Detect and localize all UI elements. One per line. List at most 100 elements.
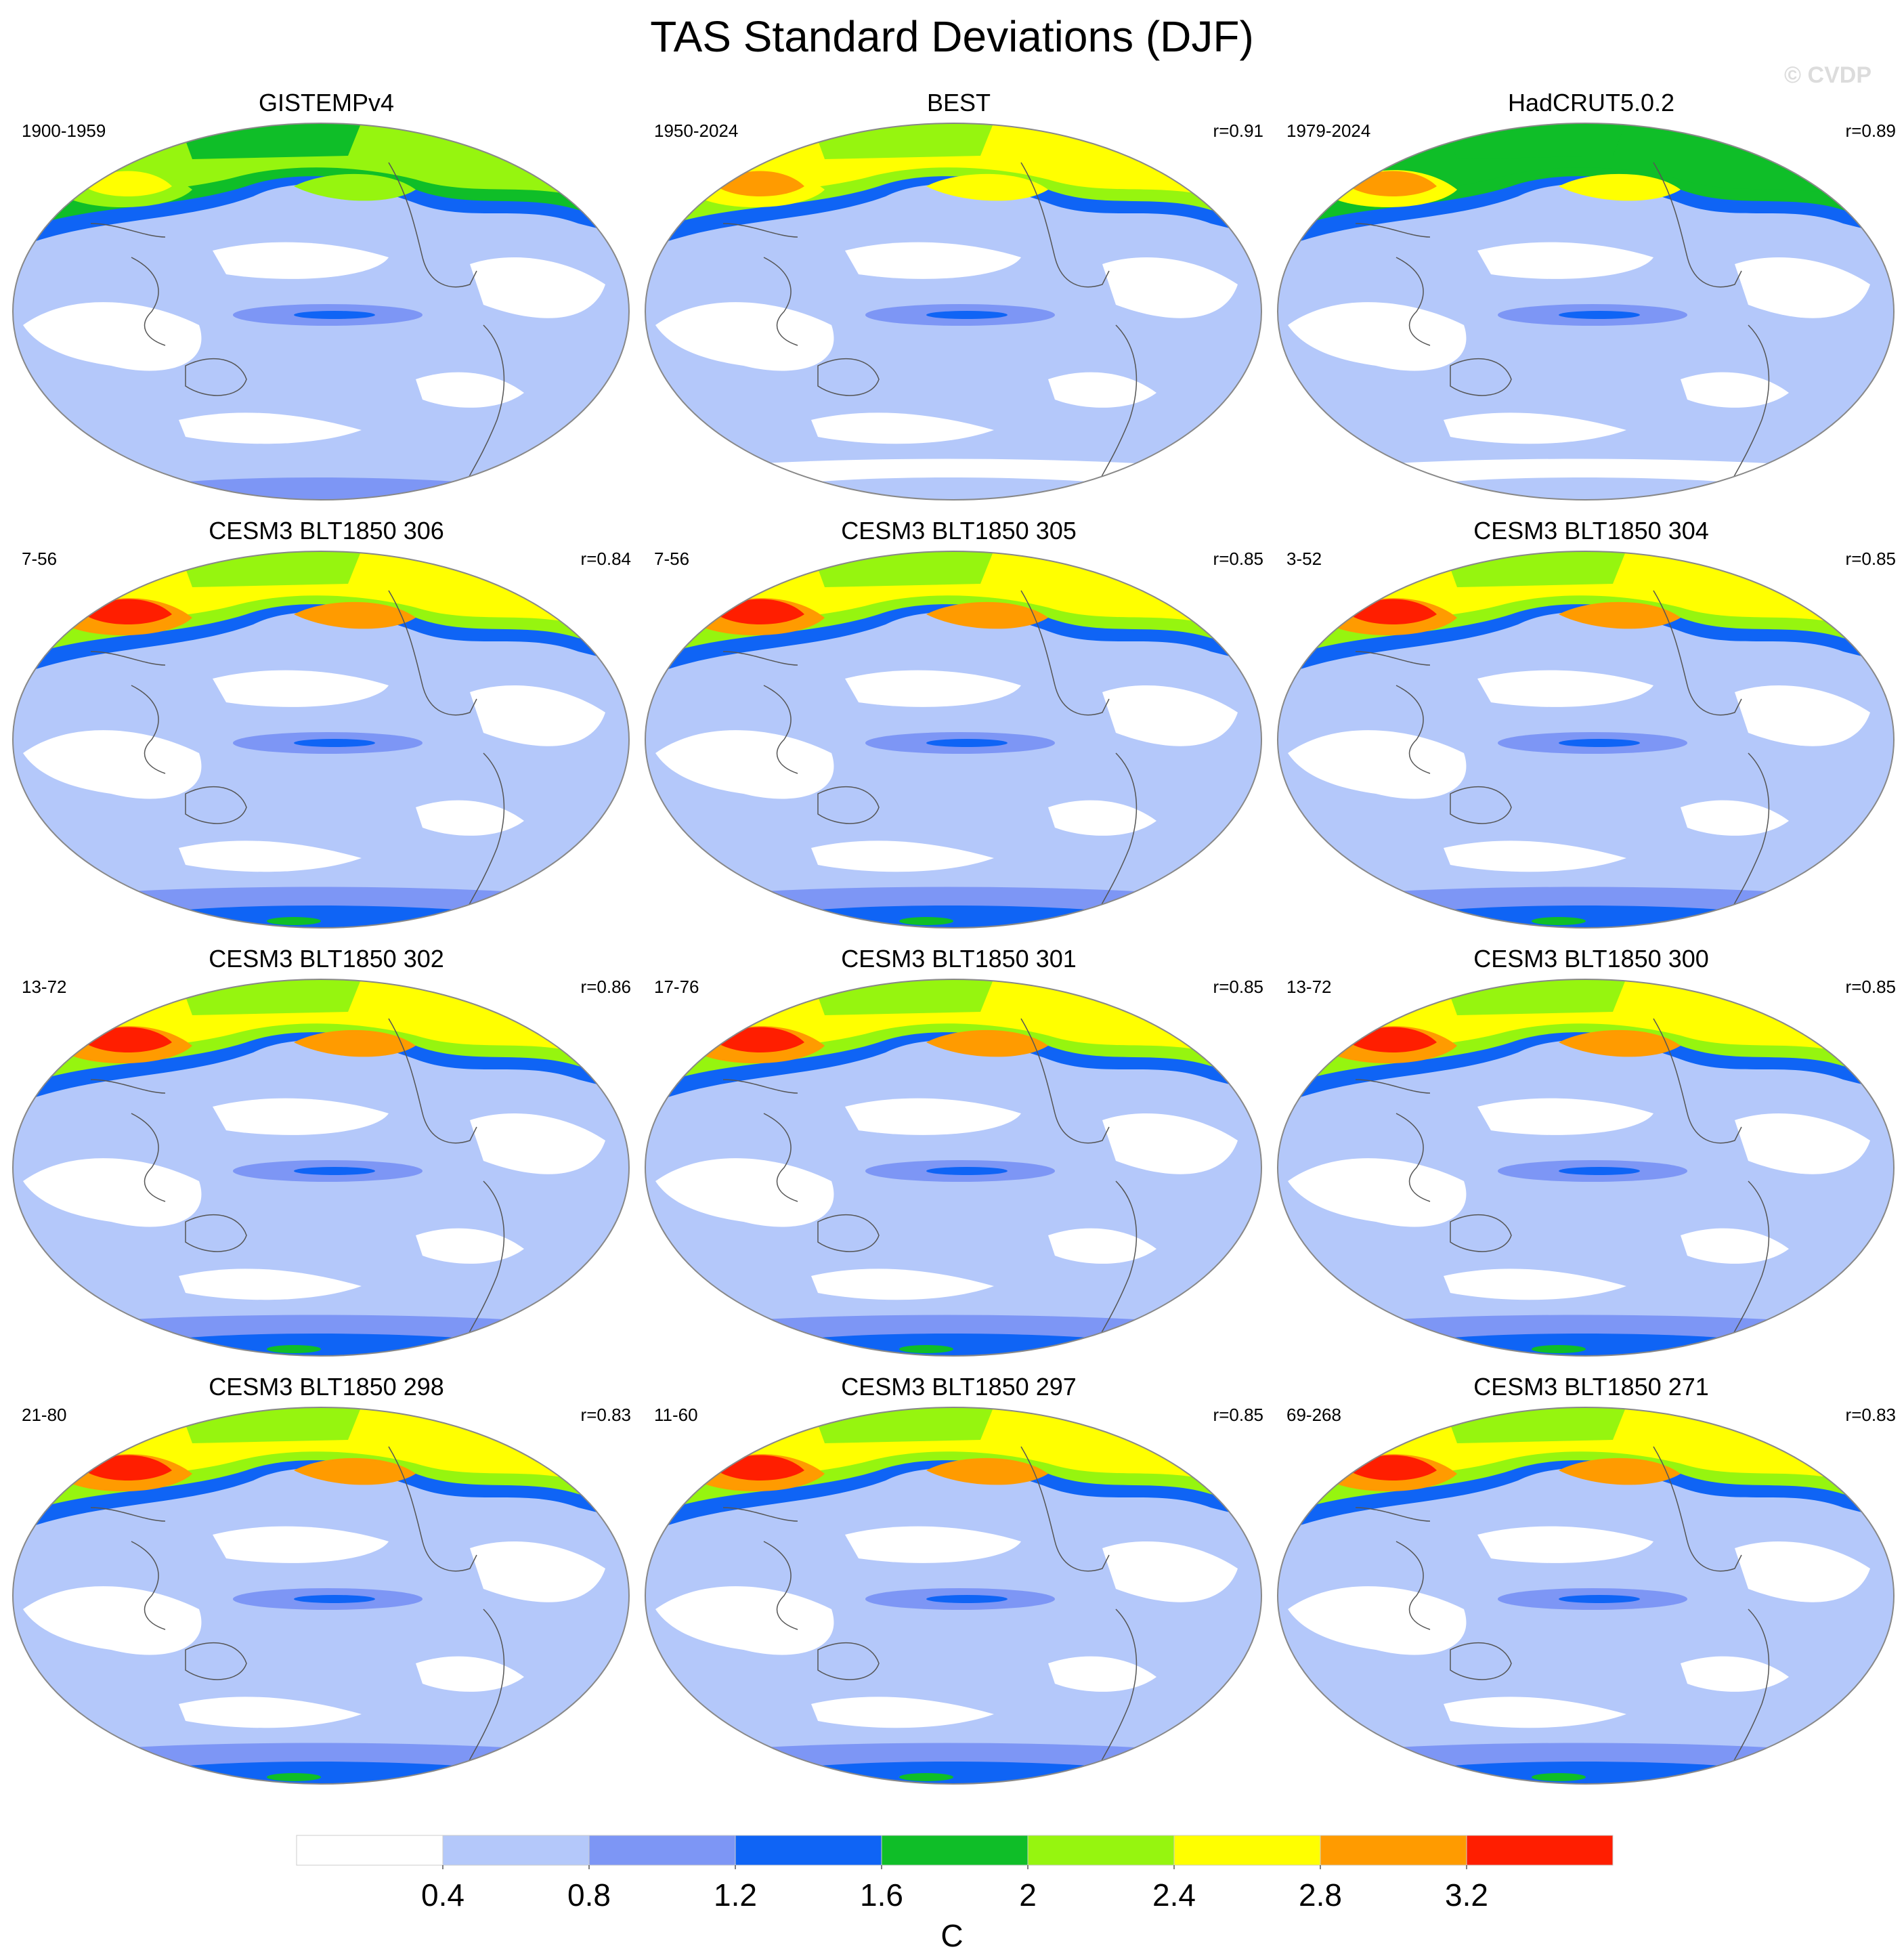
high-latitude-band xyxy=(1559,1457,1681,1485)
high-latitude-band xyxy=(179,123,362,159)
low-variance-region xyxy=(23,1586,202,1655)
panel-title: BEST xyxy=(926,89,991,116)
low-variance-region xyxy=(845,242,1021,279)
low-variance-region xyxy=(1681,372,1789,408)
colorbar-tick-label: 2.4 xyxy=(1152,1877,1196,1913)
global-map xyxy=(1277,1407,1895,1785)
coastline xyxy=(462,1609,505,1772)
coastline xyxy=(388,1446,477,1572)
panel-title: CESM3 BLT1850 306 xyxy=(209,517,444,545)
high-latitude-band xyxy=(926,173,1048,201)
coastline xyxy=(722,651,798,666)
map-outline xyxy=(12,123,630,500)
panel-period: 13-72 xyxy=(22,977,67,997)
map-outline xyxy=(12,551,630,929)
panel-correlation: r=0.86 xyxy=(580,977,631,997)
map-outline xyxy=(645,1407,1262,1785)
panel-correlation: r=0.84 xyxy=(580,549,631,569)
panel-title: CESM3 BLT1850 300 xyxy=(1473,945,1709,973)
panel-title: CESM3 BLT1850 297 xyxy=(841,1373,1077,1401)
enso-core xyxy=(1559,1167,1640,1175)
panel-title: CESM3 BLT1850 298 xyxy=(209,1373,444,1401)
map-outline xyxy=(645,979,1262,1357)
low-variance-region xyxy=(655,302,834,371)
high-latitude-band xyxy=(1559,601,1681,629)
colorbar-swatch xyxy=(1320,1835,1467,1866)
low-variance-region xyxy=(811,1697,994,1728)
antarctic-peak xyxy=(267,1773,321,1781)
low-variance-region xyxy=(845,1526,1021,1563)
panel-title: CESM3 BLT1850 271 xyxy=(1473,1373,1709,1401)
enso-core xyxy=(1559,739,1640,747)
low-variance-region xyxy=(1444,412,1626,444)
low-variance-region xyxy=(811,412,994,444)
coastline xyxy=(1727,752,1770,916)
colorbar-tick-label: 2 xyxy=(1019,1877,1037,1913)
map-panel: CESM3 BLT1850 300 13-72 r=0.85 xyxy=(1274,944,1904,1371)
low-variance-region xyxy=(416,800,524,836)
map-panel: BEST 1950-2024 r=0.91 xyxy=(642,88,1276,515)
low-variance-region xyxy=(655,1586,834,1655)
coastline xyxy=(1653,1446,1742,1572)
enso-core xyxy=(294,311,375,319)
panel-title: CESM3 BLT1850 305 xyxy=(841,517,1077,545)
enso-core xyxy=(926,311,1008,319)
coastline xyxy=(817,786,880,824)
low-variance-region xyxy=(845,1098,1021,1135)
low-variance-region xyxy=(655,730,834,799)
global-map xyxy=(645,1407,1262,1785)
panel-correlation: r=0.85 xyxy=(1845,549,1896,569)
colorbar-tick-label: 1.6 xyxy=(860,1877,903,1913)
coastline xyxy=(185,1642,247,1680)
low-variance-region xyxy=(179,412,362,444)
coastline xyxy=(1450,1642,1512,1680)
coastline xyxy=(131,685,166,774)
high-latitude-band xyxy=(1559,173,1681,201)
low-variance-region xyxy=(179,1697,362,1728)
coastline xyxy=(131,1541,166,1630)
low-variance-region xyxy=(1288,302,1467,371)
coastline xyxy=(462,752,505,916)
high-latitude-band xyxy=(811,1407,994,1443)
low-variance-region xyxy=(1444,1269,1626,1300)
panel-correlation: r=0.83 xyxy=(580,1405,631,1425)
cvdp-watermark: © CVDP xyxy=(1784,62,1871,88)
high-latitude-band xyxy=(179,1407,362,1443)
high-latitude-band xyxy=(294,601,416,629)
low-variance-region xyxy=(811,1269,994,1300)
low-variance-region xyxy=(179,840,362,872)
panel-period: 69-268 xyxy=(1286,1405,1341,1425)
antarctic-peak xyxy=(899,1345,953,1353)
colorbar-tick-label: 0.4 xyxy=(421,1877,464,1913)
low-variance-region xyxy=(1048,1656,1156,1692)
map-panel: CESM3 BLT1850 301 17-76 r=0.85 xyxy=(642,944,1276,1371)
map-outline xyxy=(645,123,1262,500)
low-variance-region xyxy=(23,1158,202,1227)
colorbar-tick-label: 2.8 xyxy=(1299,1877,1342,1913)
coastline xyxy=(388,162,477,288)
panel-title: CESM3 BLT1850 302 xyxy=(209,945,444,973)
low-variance-region xyxy=(470,1113,605,1174)
coastline xyxy=(1450,358,1512,396)
antarctic-peak xyxy=(1532,1773,1586,1781)
low-variance-region xyxy=(1102,257,1238,318)
panel-period: 13-72 xyxy=(1286,977,1332,997)
coastline xyxy=(763,1541,798,1630)
antarctic-peak xyxy=(1532,1345,1586,1353)
high-latitude-band xyxy=(926,601,1048,629)
map-outline xyxy=(645,551,1262,929)
enso-core xyxy=(1559,311,1640,319)
enso-core xyxy=(294,1595,375,1603)
coastline xyxy=(1355,223,1431,238)
low-variance-region xyxy=(1735,1113,1870,1174)
enso-core xyxy=(294,739,375,747)
panel-period: 1979-2024 xyxy=(1286,121,1371,141)
map-panel: CESM3 BLT1850 302 13-72 r=0.86 xyxy=(9,944,643,1371)
global-map xyxy=(645,551,1262,929)
coastline xyxy=(1727,324,1770,488)
coastline xyxy=(1095,1609,1138,1772)
colorbar-swatch xyxy=(442,1835,590,1866)
coastline xyxy=(1355,1079,1431,1094)
low-variance-region xyxy=(1048,1228,1156,1264)
low-variance-region xyxy=(23,730,202,799)
